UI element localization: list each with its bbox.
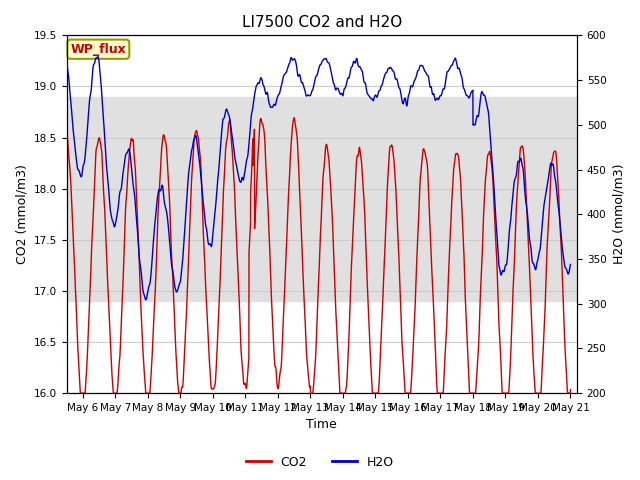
Legend: CO2, H2O: CO2, H2O [241, 451, 399, 474]
Y-axis label: CO2 (mmol/m3): CO2 (mmol/m3) [15, 164, 28, 264]
Title: LI7500 CO2 and H2O: LI7500 CO2 and H2O [242, 15, 402, 30]
Y-axis label: H2O (mmol/m3): H2O (mmol/m3) [612, 164, 625, 264]
Bar [67, 96, 577, 301]
X-axis label: Time: Time [307, 419, 337, 432]
Text: WP_flux: WP_flux [70, 43, 126, 56]
